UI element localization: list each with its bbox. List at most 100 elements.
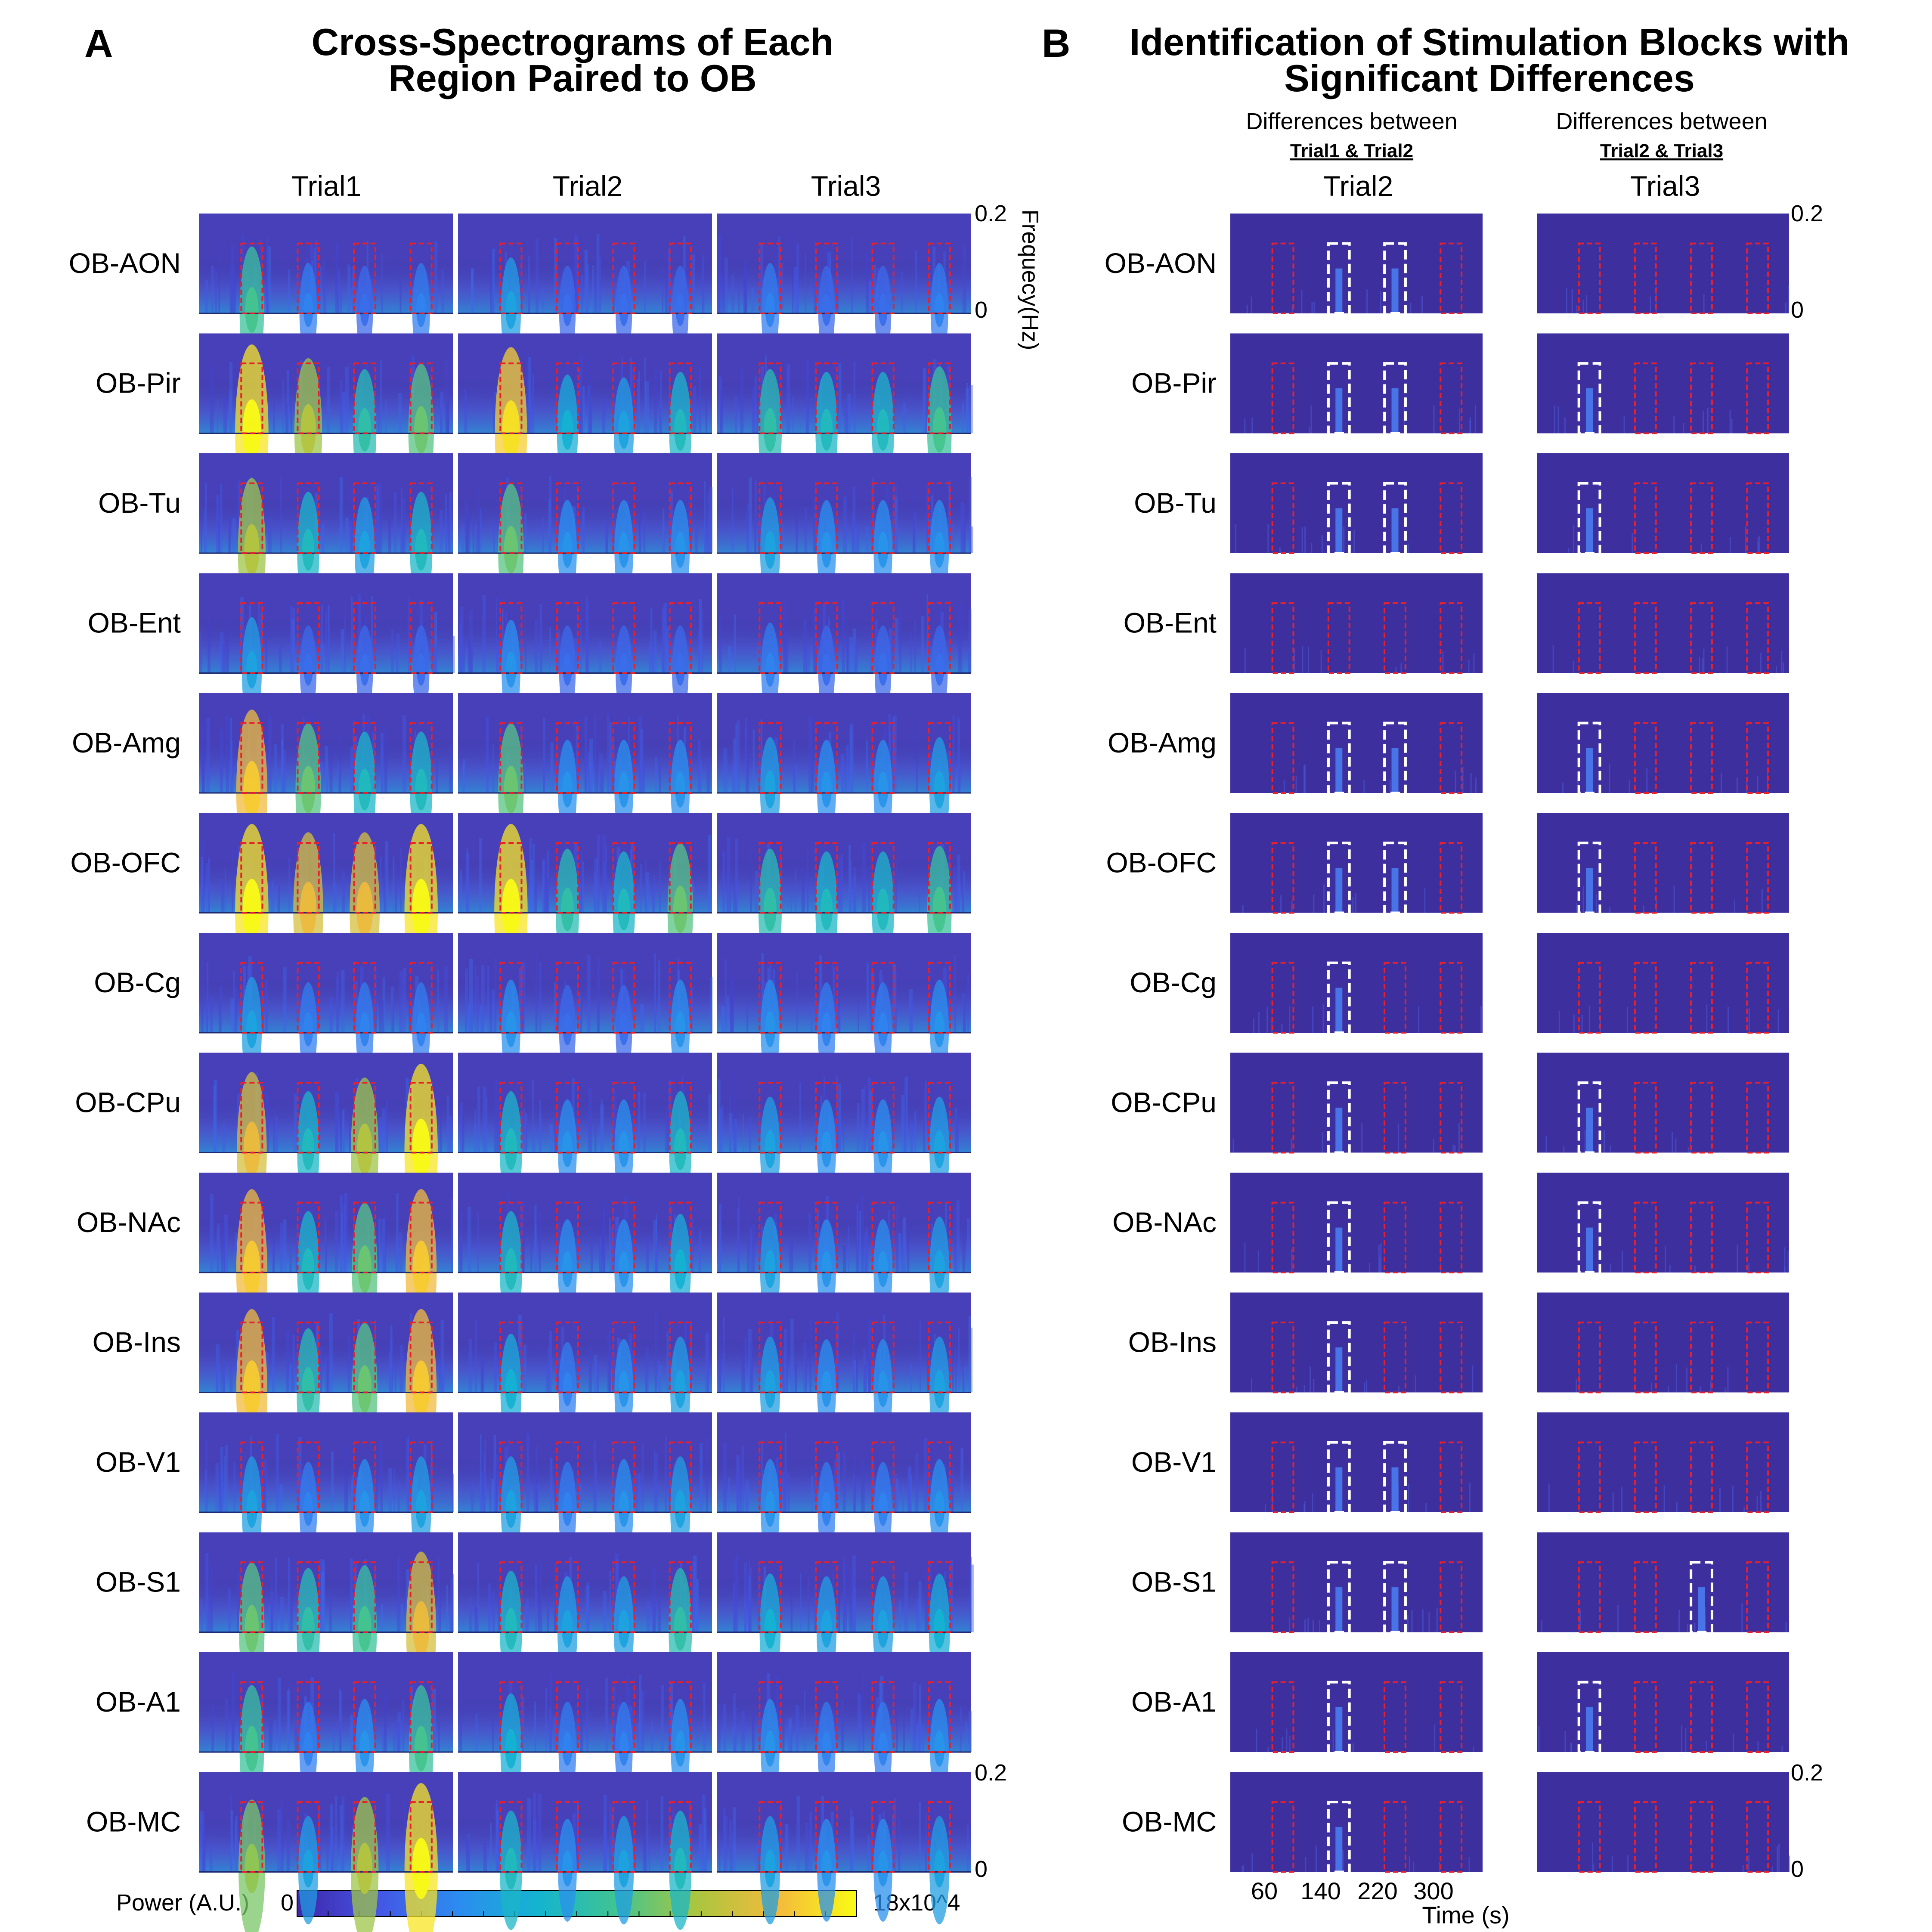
spectrogram-ob-amg-trial3 [717,693,971,845]
spectrogram-ob-s1-trial1 [199,1532,454,1709]
stim-block-box [1271,842,1294,914]
region-label-b-ob-amg: OB-Amg [1108,727,1217,759]
colorbar-label: Power (A.U.) [116,1890,249,1916]
stim-block-box [1746,1322,1769,1393]
significant-block-box [1327,1681,1351,1754]
stim-block-box [297,1801,320,1873]
region-label-a-ob-aon: OB-AON [69,247,181,279]
stim-block-box [928,482,951,554]
stim-block-box [815,1322,838,1393]
stim-block-box [1634,362,1657,434]
stim-block-box [669,722,692,794]
region-label-a-ob-cpu: OB-CPu [75,1087,181,1118]
stim-block-box [612,362,635,434]
stim-block-box [928,1082,951,1154]
stim-block-box [815,362,838,434]
stim-block-box [928,962,951,1034]
stim-block-box [556,1561,579,1633]
stim-block-box [499,242,523,314]
stim-block-box [1746,242,1769,314]
stim-block-box [297,602,320,674]
region-label-b-ob-s1: OB-S1 [1131,1566,1217,1598]
region-label-b-ob-mc: OB-MC [1122,1806,1217,1838]
stim-block-box [1746,1082,1769,1154]
region-label-b-ob-ent: OB-Ent [1124,607,1217,639]
region-label-a-ob-a1: OB-A1 [96,1686,181,1718]
stim-block-box [409,1082,433,1154]
stim-block-box [297,842,320,914]
stim-block-box [353,602,376,674]
stim-block-box [297,1082,320,1154]
region-label-b-ob-cg: OB-Cg [1130,966,1217,998]
time-tick-220: 220 [1357,1877,1397,1904]
stim-block-box [759,1322,782,1393]
significant-block-box [1383,1561,1407,1634]
stim-block-box [759,1201,782,1274]
stim-block-box [1634,842,1657,914]
stim-block-box [669,362,692,434]
freq-tick-b-top-min: 0 [1791,297,1804,323]
significance-map-ob-mc-trial3 [1537,1772,1790,1873]
stim-block-box [815,1201,838,1274]
spectrogram-ob-aon-trial1 [199,214,453,377]
significance-map-ob-cg-trial2 [1230,933,1483,1034]
time-tick-140: 140 [1300,1877,1341,1904]
stim-block-box [556,482,579,554]
region-label-a-ob-mc: OB-MC [86,1806,181,1838]
stim-block-box [240,1801,263,1873]
stim-block-box [669,602,692,674]
stim-block-box [1384,1801,1406,1873]
region-label-b-ob-tu: OB-Tu [1134,487,1217,519]
stim-block-box [669,1082,692,1154]
stim-block-box [871,1801,895,1873]
region-label-a-ob-v1: OB-V1 [96,1446,181,1478]
stim-block-box [871,1201,895,1274]
spectrogram-ob-cpu-trial3 [717,1053,971,1205]
stim-block-box [1440,1322,1463,1393]
stim-block-box [1578,1801,1601,1873]
stim-block-box [353,962,376,1034]
significance-map-ob-aon-trial2 [1230,214,1483,315]
region-label-a-ob-ofc: OB-OFC [70,847,181,879]
stim-block-box [1746,722,1769,794]
stim-block-box [928,722,951,794]
stim-block-box [759,842,782,914]
stim-block-box [871,1681,895,1753]
stim-block-box [240,962,263,1034]
significant-block-box [1577,721,1601,794]
stim-block-box [240,482,263,554]
significant-block-box [1383,1441,1407,1514]
stim-block-box [759,722,782,794]
stim-block-box [612,242,635,314]
stim-block-box [1440,602,1463,674]
stim-block-box [669,842,692,914]
panel-b-title-line2: Significant Differences [1284,57,1695,99]
stim-block-box [499,602,523,674]
significance-map-ob-nac-trial2 [1230,1173,1483,1274]
stim-block-box [409,602,433,674]
stim-block-box [1271,362,1294,434]
stim-block-box [928,602,951,674]
spectrogram-ob-pir-trial2 [458,333,712,516]
stim-block-box [669,1201,692,1274]
spectrogram-ob-v1-trial3 [717,1412,971,1562]
stim-block-box [612,1681,635,1753]
stim-block-box [669,1801,692,1873]
significance-map-ob-pir-trial2 [1230,333,1483,435]
spectrogram-ob-mc-trial1 [199,1772,453,1932]
region-label-b-ob-a1: OB-A1 [1131,1686,1217,1718]
stim-block-box [871,722,895,794]
significant-block-box [1577,1081,1601,1154]
freq-tick-b-bottom-min: 0 [1791,1856,1804,1882]
stim-block-box [297,242,320,314]
stim-block-box [1440,722,1463,794]
stim-block-box [1440,1441,1463,1514]
stim-block-box [297,962,320,1034]
stim-block-box [353,242,376,314]
panel-a-col-trial2: Trial2 [553,170,623,202]
stim-block-box [1271,482,1294,554]
significant-block-box [1327,1081,1351,1154]
stim-block-box [556,722,579,794]
stim-block-box [1440,1201,1463,1274]
